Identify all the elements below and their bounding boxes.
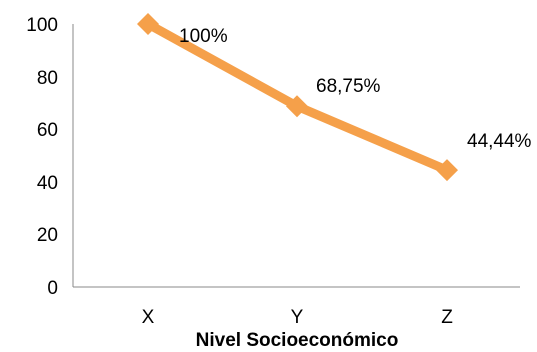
- y-tick-label: 80: [37, 68, 58, 89]
- data-points: [137, 13, 458, 182]
- data-point-x: [137, 13, 159, 35]
- data-point-z: [436, 159, 458, 182]
- data-label: 100%: [179, 26, 228, 47]
- x-tick-label: X: [142, 307, 155, 328]
- x-tick-label: Z: [441, 307, 453, 328]
- data-label: 68,75%: [316, 76, 381, 97]
- y-tick-label: 40: [37, 173, 58, 194]
- y-tick-label: 20: [37, 225, 58, 246]
- y-tick-label: 60: [37, 120, 58, 141]
- y-tick-label: 100: [26, 15, 58, 36]
- x-axis-title: Nivel Socioeconómico: [196, 330, 399, 351]
- data-point-y: [286, 95, 308, 118]
- data-label: 44,44%: [467, 131, 532, 152]
- x-tick-label: Y: [291, 307, 304, 328]
- y-tick-label: 0: [47, 278, 58, 299]
